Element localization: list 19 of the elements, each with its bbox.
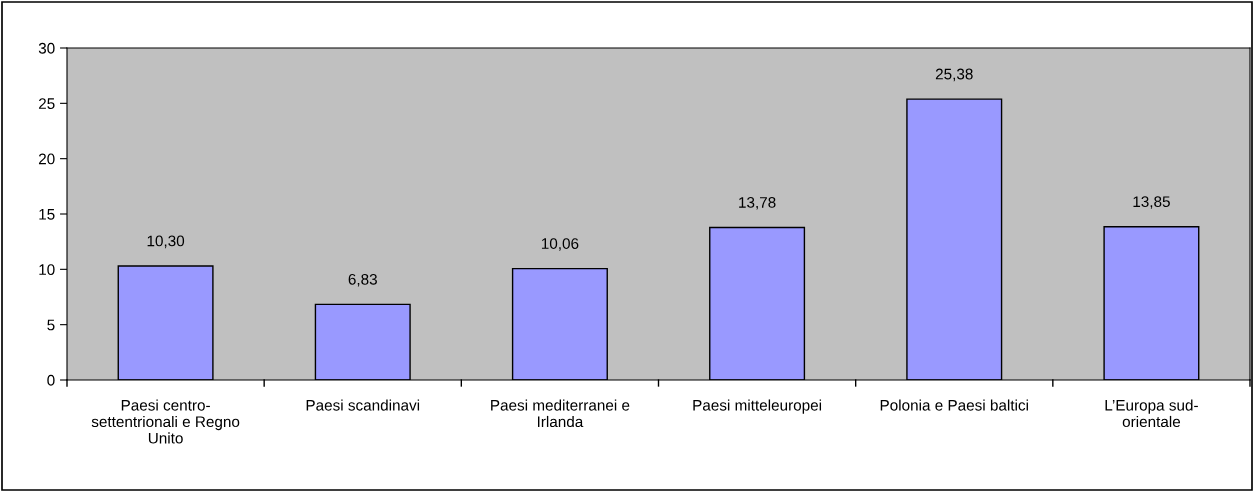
x-tick-label: Paesi scandinavi [306, 399, 420, 411]
y-tick-label: 30 [38, 42, 55, 54]
y-tick-label: 0 [47, 374, 55, 386]
x-tick-label: L’Europa sud- orientale [1105, 399, 1198, 428]
y-tick-label: 15 [39, 209, 55, 220]
x-tick-label: Paesi centro- settentrionali e Regno Unito [91, 399, 240, 444]
y-tick-label: 5 [47, 319, 55, 331]
y-tick-label: 20 [38, 153, 55, 165]
data-label: 25,38 [935, 68, 973, 82]
data-label: 10,06 [541, 238, 579, 251]
data-label: 13,78 [739, 197, 776, 210]
data-label: 6,83 [348, 273, 377, 287]
data-label: 10,30 [147, 235, 185, 249]
data-label: 13,85 [1133, 196, 1170, 209]
x-tick-label: Paesi mitteleuropei [693, 399, 822, 414]
y-tick-label: 25 [38, 98, 55, 110]
x-tick-label: Polonia e Paesi baltici [880, 399, 1028, 411]
x-tick-label: Paesi mediterranei e Irlanda [491, 399, 630, 428]
y-tick-label: 10 [39, 264, 55, 276]
